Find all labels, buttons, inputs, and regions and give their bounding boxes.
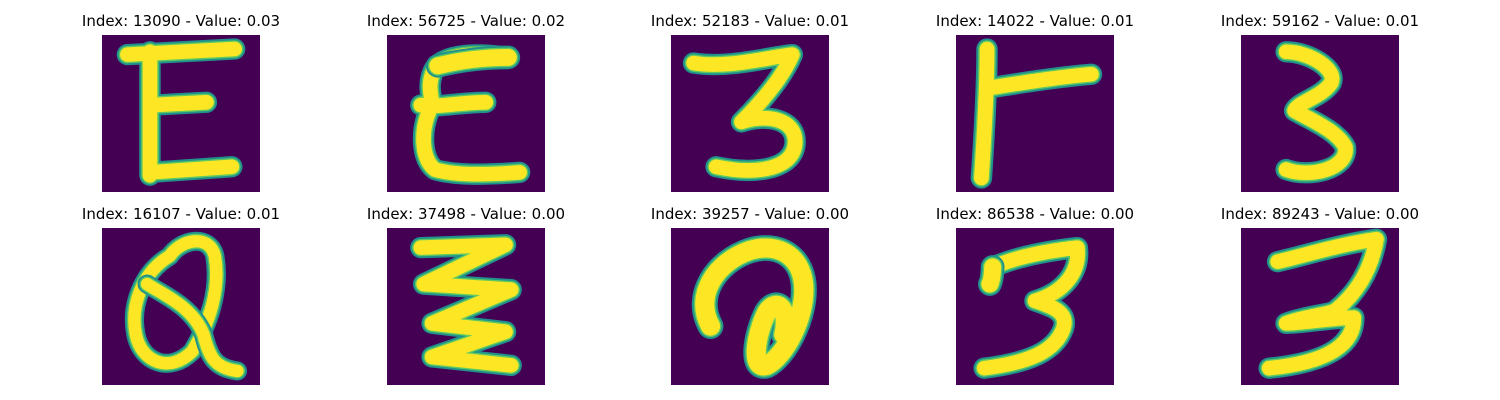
panel-1: Index: 13090 - Value: 0.03 xyxy=(36,12,326,192)
digit-image-three-flat xyxy=(956,228,1114,385)
panel-title: Index: 56725 - Value: 0.02 xyxy=(366,12,566,30)
panel-title: Index: 86538 - Value: 0.00 xyxy=(935,205,1135,223)
panel-title: Index: 59162 - Value: 0.01 xyxy=(1220,12,1420,30)
panel-title: Index: 39257 - Value: 0.00 xyxy=(650,205,850,223)
panel-9: Index: 86538 - Value: 0.00 xyxy=(890,205,1180,385)
panel-2: Index: 56725 - Value: 0.02 xyxy=(321,12,611,192)
panel-title: Index: 37498 - Value: 0.00 xyxy=(366,205,566,223)
digit-image-three-tall xyxy=(1241,228,1399,385)
panel-title: Index: 89243 - Value: 0.00 xyxy=(1220,205,1420,223)
panel-5: Index: 59162 - Value: 0.01 xyxy=(1175,12,1465,192)
panel-title: Index: 52183 - Value: 0.01 xyxy=(650,12,850,30)
digit-image-hook-r xyxy=(956,35,1114,192)
digit-image-a-loop xyxy=(671,228,829,385)
panel-7: Index: 37498 - Value: 0.00 xyxy=(321,205,611,385)
panel-3: Index: 52183 - Value: 0.01 xyxy=(605,12,895,192)
panel-4: Index: 14022 - Value: 0.01 xyxy=(890,12,1180,192)
digit-image-zigzag xyxy=(387,228,545,385)
digit-image-e-block xyxy=(102,35,260,192)
panel-title: Index: 14022 - Value: 0.01 xyxy=(935,12,1135,30)
panel-title: Index: 16107 - Value: 0.01 xyxy=(81,205,281,223)
digit-image-three-small xyxy=(671,35,829,192)
digit-image-q-loop xyxy=(102,228,260,385)
panel-8: Index: 39257 - Value: 0.00 xyxy=(605,205,895,385)
panel-6: Index: 16107 - Value: 0.01 xyxy=(36,205,326,385)
digit-image-e-curly xyxy=(387,35,545,192)
panel-10: Index: 89243 - Value: 0.00 xyxy=(1175,205,1465,385)
panel-title: Index: 13090 - Value: 0.03 xyxy=(81,12,281,30)
digit-image-three-narrow xyxy=(1241,35,1399,192)
